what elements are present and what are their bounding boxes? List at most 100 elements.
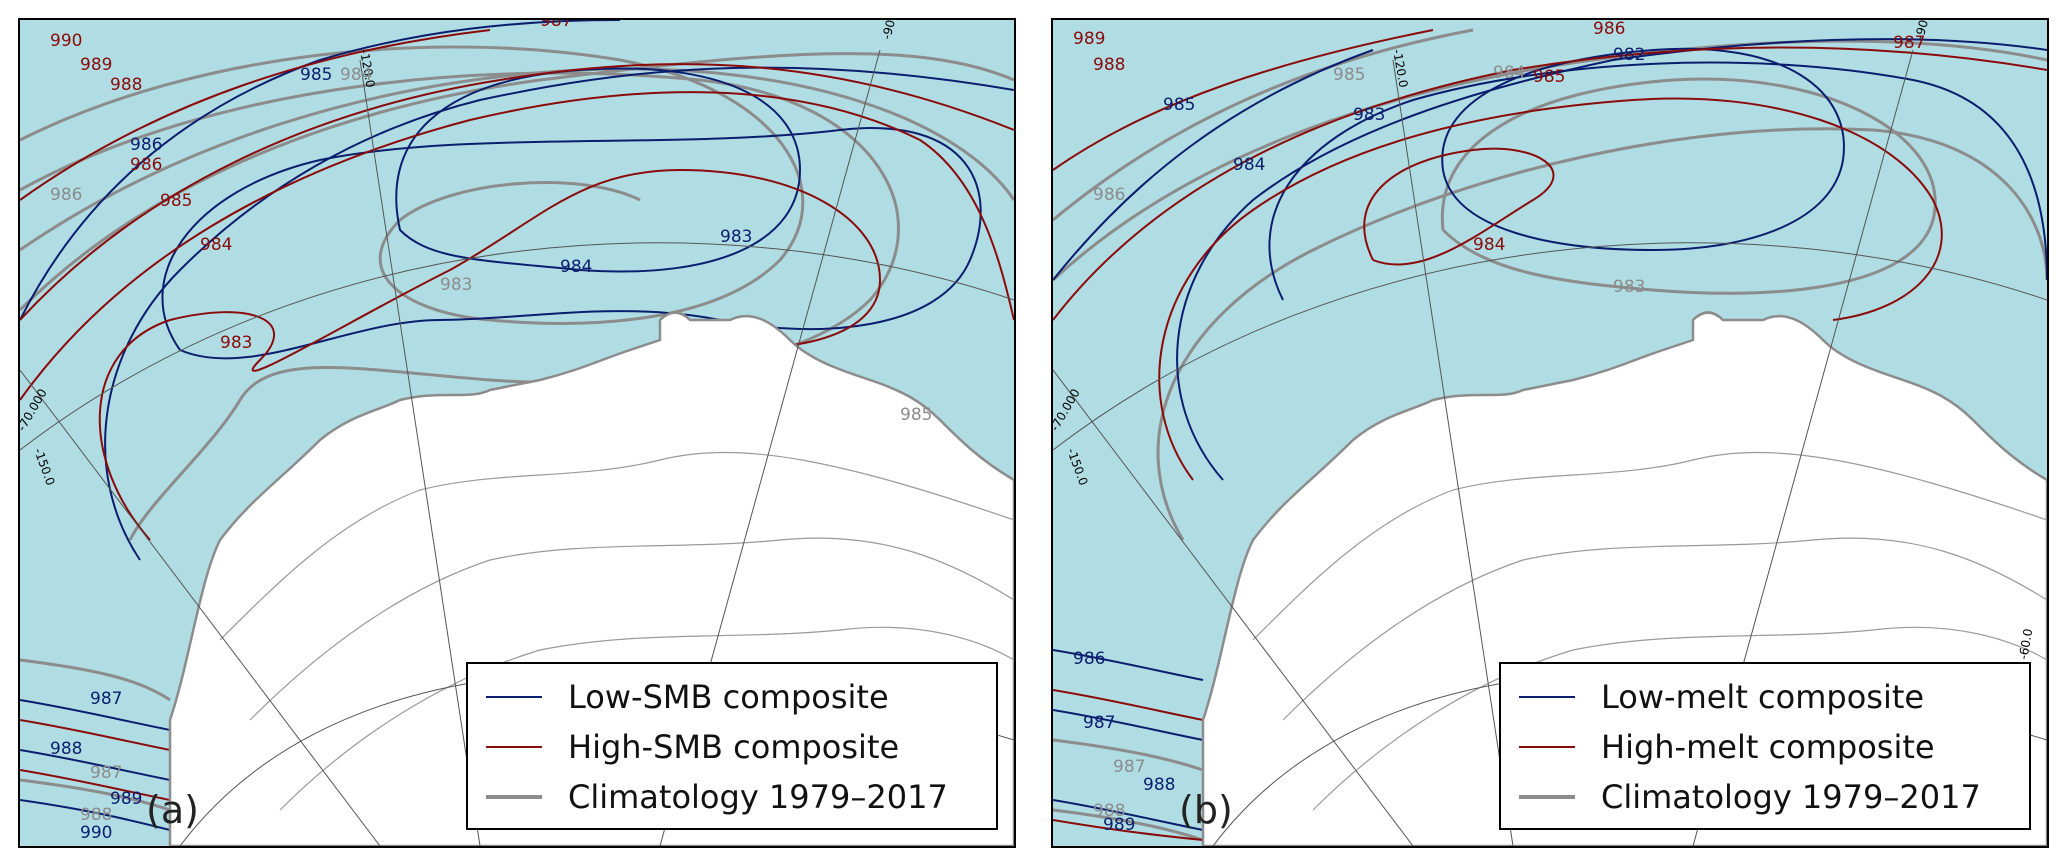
- contour-label: 989: [110, 789, 142, 809]
- high-contours: [20, 29, 1014, 801]
- clim-contour-987: [20, 658, 171, 702]
- low-contour-983: [1268, 61, 2047, 301]
- legend-swatch-low: [486, 696, 542, 698]
- contour-label: 983: [1613, 277, 1645, 297]
- low-contour-986: [1053, 649, 1204, 681]
- contour-label: 989: [80, 55, 112, 75]
- grid-label: -60.0: [2016, 627, 2035, 660]
- high-contour-986: [1053, 46, 2047, 321]
- grid-label: -120.0: [1390, 48, 1411, 89]
- panel-tag: (b): [1179, 788, 1233, 832]
- elevation-contours: [1252, 451, 2047, 811]
- contour-label: 987: [540, 20, 572, 31]
- legend-swatch-high: [486, 746, 542, 748]
- contour-label: 987: [1893, 33, 1925, 53]
- high-contours: [1053, 29, 2047, 841]
- high-contour-984: [20, 91, 1014, 401]
- low-contours: [1053, 38, 2047, 831]
- low-contour-983: [395, 67, 802, 273]
- contour-labels: 982 983 984 985 986 987 988 989 984 985 …: [1073, 20, 1925, 835]
- contour-label: 987: [90, 689, 122, 709]
- legend-label: Climatology 1979–2017: [1601, 778, 1981, 816]
- legend-label: High-melt composite: [1601, 728, 1935, 766]
- clim-contour-987: [1053, 738, 1204, 772]
- legend-label: Low-melt composite: [1601, 678, 1925, 716]
- map-panel-a: -120.0 -90.0 -70.000 -150.0 983 984 985 …: [18, 18, 1016, 848]
- contour-label: 989: [1073, 29, 1105, 49]
- contour-label: 988: [80, 805, 112, 825]
- contour-label: 988: [1093, 801, 1125, 821]
- low-contour-989: [20, 799, 171, 831]
- legend-item: High-melt composite: [1519, 722, 2011, 772]
- low-contour-984: [1176, 38, 2047, 481]
- contour-label: 990: [50, 31, 82, 51]
- contour-label: 985: [1333, 65, 1365, 85]
- panel-tag: (a): [146, 788, 199, 832]
- contour-label: 983: [720, 227, 752, 247]
- low-contour-984: [161, 127, 982, 360]
- high-contour-989: [1053, 819, 1204, 841]
- clim-contour-988: [20, 778, 171, 812]
- legend-item: Low-SMB composite: [486, 672, 978, 722]
- contour-label: 985: [300, 65, 332, 85]
- contour-label: 985: [160, 191, 192, 211]
- contour-label: 983: [1353, 105, 1385, 125]
- contour-label: 986: [1073, 649, 1105, 669]
- high-contour-984: [1363, 147, 1555, 266]
- clim-contour-985: [1053, 39, 2047, 282]
- legend-label: Low-SMB composite: [568, 678, 889, 716]
- legend-swatch-low: [1519, 696, 1575, 698]
- high-contour-987: [1053, 29, 1434, 171]
- contour-label: 984: [1473, 235, 1505, 255]
- low-contour-982: [1441, 47, 1845, 252]
- contour-label: 983: [220, 333, 252, 353]
- contour-labels: 983 984 985 986 987 988 989 990 983 984 …: [50, 20, 932, 843]
- climatology-contours: [1053, 28, 2047, 842]
- clim-contour-984: [20, 71, 900, 541]
- clim-contour-984: [1156, 127, 2047, 541]
- contour-label: 986: [1593, 20, 1625, 39]
- contour-label: 985: [1163, 95, 1195, 115]
- high-contour-985: [20, 63, 1014, 321]
- legend-swatch-clim: [486, 795, 542, 799]
- contour-label: 984: [1233, 155, 1265, 175]
- contour-label: 986: [130, 155, 162, 175]
- contour-label: 987: [1113, 757, 1145, 777]
- grid-label: -120.0: [357, 48, 378, 89]
- contour-label: 986: [1093, 185, 1125, 205]
- high-contour-985: [1158, 97, 1943, 481]
- contour-label: 989: [1103, 815, 1135, 835]
- contour-label: 985: [1533, 67, 1565, 87]
- high-contour-988: [20, 769, 171, 801]
- contour-label: 984: [200, 235, 232, 255]
- high-contour-987: [20, 719, 171, 751]
- legend-label: Climatology 1979–2017: [568, 778, 948, 816]
- legend-item: Low-melt composite: [1519, 672, 2011, 722]
- low-contour-985: [1053, 49, 1374, 281]
- map-panel-b: -120.0 -90.0 -70.000 -150.0 -60.0 982 98…: [1051, 18, 2049, 848]
- contour-label: 984: [340, 65, 372, 85]
- contour-label: 988: [110, 75, 142, 95]
- legend-label: High-SMB composite: [568, 728, 900, 766]
- legend-swatch-high: [1519, 746, 1575, 748]
- clim-contour-986: [1053, 28, 1474, 222]
- contour-label: 983: [440, 275, 472, 295]
- contour-label: 986: [50, 185, 82, 205]
- high-contour-983: [98, 168, 882, 541]
- contour-label: 984: [1493, 63, 1525, 83]
- contour-label: 986: [130, 135, 162, 155]
- low-contour-988: [1053, 799, 1204, 831]
- low-contour-985: [104, 66, 1014, 561]
- contour-label: 988: [1143, 775, 1175, 795]
- high-contour-986: [20, 29, 491, 201]
- high-contour-988: [1053, 689, 1204, 721]
- clim-contour-983: [1440, 77, 1937, 295]
- grid-label: -70.000: [1053, 386, 1083, 433]
- low-contour-988: [20, 749, 171, 781]
- contour-label: 982: [1613, 45, 1645, 65]
- contour-label: 988: [50, 739, 82, 759]
- grid-label: -150.0: [1064, 446, 1090, 487]
- legend-item: High-SMB composite: [486, 722, 978, 772]
- grid-label: -150.0: [31, 446, 57, 487]
- grid-label: -90.0: [879, 20, 901, 41]
